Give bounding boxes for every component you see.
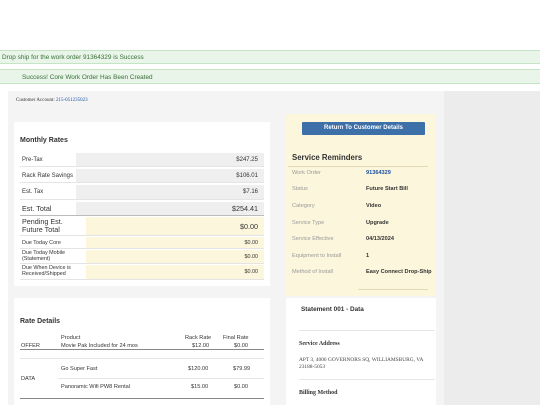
reminders-divider: [288, 166, 428, 167]
reminder-row-work-order: Work Order 91364329: [292, 170, 432, 176]
reminder-row-install-method: Method of Install Easy Connect Drop-Ship: [292, 269, 432, 276]
reminder-value: Easy Connect Drop-Ship: [366, 269, 432, 275]
rate-value: $0.00: [244, 253, 259, 260]
reminder-row-status: Status Future Start Bill: [292, 186, 432, 192]
reminder-row-equipment: Equipment to Install 1: [292, 253, 432, 259]
product-name: Movie Pak Included for 24 mos: [61, 343, 138, 349]
rate-value: $7.16: [242, 189, 258, 195]
monthly-rates-panel: Monthly Rates Pre-Tax $247.25 Rack Rate …: [14, 122, 270, 286]
rate-label: Due When Device is Received/Shipped: [22, 265, 71, 277]
work-order-success-alert: Success! Core Work Order Has Been Create…: [0, 69, 540, 84]
rate-label: Due Today Mobile (Statement): [22, 249, 66, 262]
rate-label: Rack Rate Savings: [22, 172, 74, 179]
statement-panel: [286, 298, 436, 405]
rate-value: $247.25: [236, 156, 258, 163]
reminder-label: Service Effective: [292, 236, 334, 242]
rate-details-title: Rate Details: [20, 318, 61, 325]
reminder-value: Future Start Bill: [366, 186, 408, 192]
reminder-value: Upgrade: [366, 220, 389, 226]
customer-account-number[interactable]: 215-051235023: [56, 98, 88, 103]
statement-divider: [299, 379, 435, 380]
rate-row-tax: Est. Tax $7.16: [20, 185, 264, 200]
rate-row-savings: Rack Rate Savings $106.01: [20, 169, 264, 183]
monthly-rates-title: Monthly Rates: [20, 137, 68, 144]
right-gutter: [444, 91, 540, 405]
rate-details-panel: Rate Details Product Rack Rate Final Rat…: [14, 298, 270, 405]
category-offer: OFFER: [21, 343, 40, 349]
billing-method-label: Billing Method: [299, 390, 338, 396]
reminder-label: Category: [292, 203, 315, 209]
product-name: Go Super Fast: [61, 366, 98, 372]
service-reminders-panel: [286, 114, 436, 296]
table-divider: [20, 349, 264, 350]
final-rate: $79.99: [233, 366, 251, 372]
rate-row-pending: Pending Est. Future Total $0.00: [20, 217, 264, 236]
rate-value: $0.00: [240, 221, 258, 231]
rate-value: $0.00: [244, 239, 259, 246]
rack-rate: $12.00: [192, 343, 210, 349]
reminder-row-category: Category Video: [292, 203, 432, 209]
table-divider: [20, 398, 264, 399]
reminder-label: Work Order: [292, 170, 321, 176]
rate-row-due-device: Due When Device is Received/Shipped $0.0…: [20, 265, 264, 280]
rate-row-pretax: Pre-Tax $247.25: [20, 153, 264, 167]
reminder-row-service-type: Service Type Upgrade: [292, 220, 432, 226]
rate-label: Due Today Core: [22, 239, 61, 246]
reminder-label: Service Type: [292, 220, 325, 226]
rate-value: $106.01: [236, 172, 258, 179]
rate-label: Pre-Tax: [22, 156, 43, 163]
rate-row-total: Est. Total $254.41: [20, 202, 264, 216]
service-address-value: APT 3, 4006 GOVERNORS SQ, WILLIAMSBURG, …: [299, 357, 424, 371]
rate-label: Est. Tax: [22, 189, 44, 195]
header-product: Product: [61, 335, 81, 341]
rack-rate: $15.00: [191, 384, 209, 390]
statement-divider: [299, 330, 435, 331]
rate-value: $0.00: [244, 269, 259, 275]
rate-label: Est. Total: [22, 204, 52, 213]
rate-value: $254.41: [232, 204, 258, 213]
reminder-label: Status: [292, 186, 308, 192]
service-address-label: Service Address: [299, 341, 340, 347]
return-to-customer-details-button[interactable]: Return To Customer Details: [302, 122, 425, 135]
rate-row-due-core: Due Today Core $0.00: [20, 237, 264, 249]
customer-account-label: Customer Account:: [16, 98, 55, 103]
category-data: DATA: [21, 376, 36, 382]
final-rate: $0.00: [234, 384, 248, 390]
table-divider: [20, 358, 264, 359]
final-rate: $0.00: [234, 343, 248, 349]
product-name: Panoramic Wifi PW8 Rental: [61, 384, 131, 390]
reminder-value: 04/13/2024: [366, 236, 394, 242]
rack-rate: $120.00: [188, 366, 209, 372]
customer-account: Customer Account: 215-051235023: [16, 98, 88, 103]
work-order-link[interactable]: 91364329: [366, 170, 391, 176]
table-divider: [58, 378, 264, 379]
reminder-value: 1: [366, 253, 370, 259]
reminder-value: Video: [366, 203, 382, 209]
reminder-row-effective: Service Effective 04/13/2024: [292, 236, 432, 242]
reminders-divider: [358, 289, 428, 290]
reminder-label: Equipment to Install: [292, 253, 342, 259]
service-reminders-title: Service Reminders: [292, 153, 363, 162]
rate-label: Pending Est. Future Total: [22, 217, 63, 234]
header-final-rate: Final Rate: [223, 335, 249, 341]
dropship-success-alert: Drop ship for the work order 91364329 is…: [0, 50, 540, 64]
header-rack-rate: Rack Rate: [185, 335, 212, 341]
rate-row-due-mobile: Due Today Mobile (Statement) $0.00: [20, 250, 264, 264]
statement-title: Statement 001 - Data: [301, 306, 364, 313]
reminder-label: Method of Install: [292, 269, 334, 275]
